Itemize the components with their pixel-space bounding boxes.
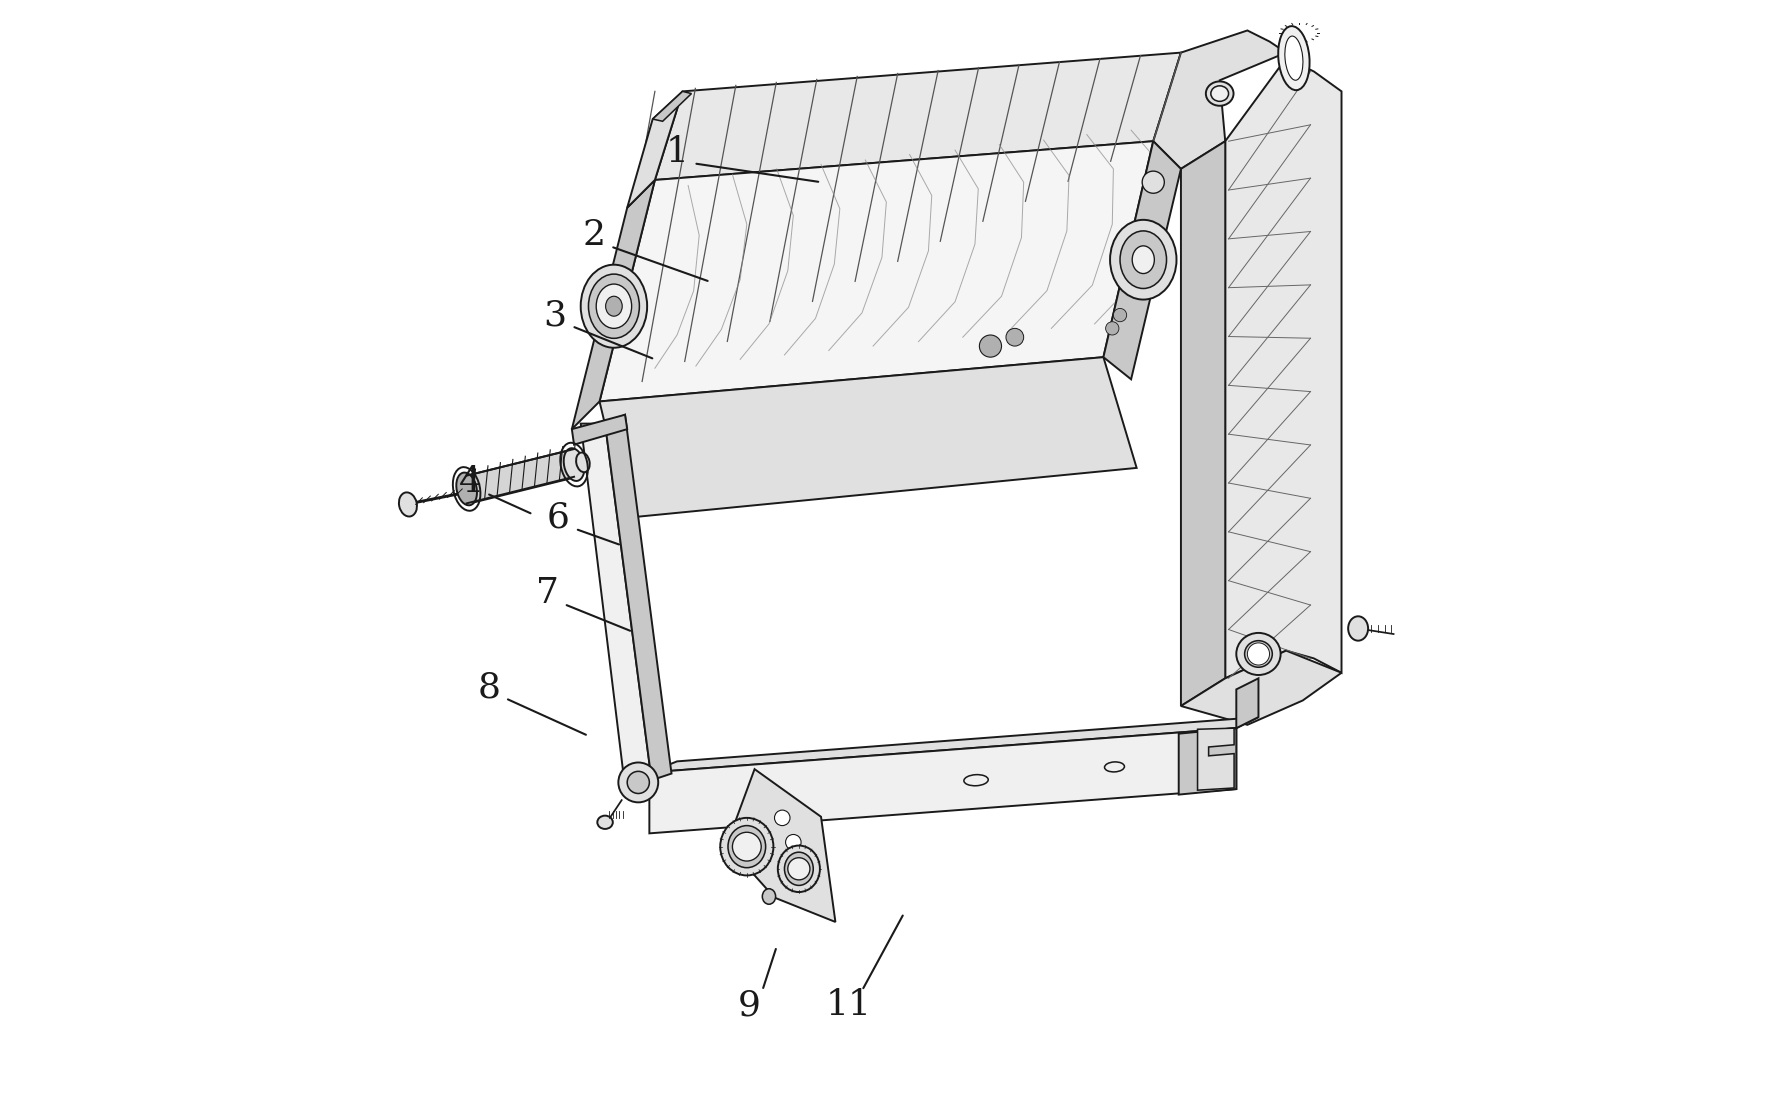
Text: 7: 7 bbox=[536, 577, 559, 610]
Ellipse shape bbox=[577, 453, 589, 472]
Ellipse shape bbox=[398, 492, 416, 516]
Circle shape bbox=[786, 835, 802, 850]
Polygon shape bbox=[572, 180, 655, 430]
Ellipse shape bbox=[455, 473, 477, 505]
Text: 1: 1 bbox=[666, 136, 689, 169]
Polygon shape bbox=[1225, 58, 1341, 678]
Polygon shape bbox=[572, 415, 627, 445]
Polygon shape bbox=[650, 717, 1259, 772]
Polygon shape bbox=[1198, 728, 1234, 790]
Ellipse shape bbox=[597, 284, 632, 328]
Ellipse shape bbox=[720, 818, 773, 876]
Ellipse shape bbox=[763, 889, 775, 904]
Polygon shape bbox=[1181, 141, 1225, 706]
Polygon shape bbox=[1236, 678, 1259, 728]
Circle shape bbox=[1006, 328, 1023, 346]
Ellipse shape bbox=[784, 853, 813, 886]
Polygon shape bbox=[1154, 30, 1286, 169]
Polygon shape bbox=[652, 91, 691, 121]
Circle shape bbox=[1113, 308, 1127, 322]
Text: 11: 11 bbox=[825, 988, 872, 1022]
Ellipse shape bbox=[1279, 26, 1309, 90]
Circle shape bbox=[1143, 171, 1164, 194]
Ellipse shape bbox=[1211, 86, 1229, 101]
Polygon shape bbox=[1104, 141, 1181, 380]
Text: 4: 4 bbox=[459, 465, 482, 500]
Text: 2: 2 bbox=[582, 218, 605, 253]
Circle shape bbox=[788, 858, 809, 880]
Ellipse shape bbox=[564, 449, 584, 481]
Circle shape bbox=[795, 857, 809, 873]
Circle shape bbox=[618, 762, 659, 802]
Ellipse shape bbox=[1120, 230, 1166, 288]
Text: 3: 3 bbox=[543, 298, 566, 332]
Ellipse shape bbox=[1206, 81, 1234, 106]
Polygon shape bbox=[1179, 728, 1236, 795]
Circle shape bbox=[775, 810, 789, 826]
Ellipse shape bbox=[588, 274, 639, 338]
Ellipse shape bbox=[729, 826, 766, 868]
Polygon shape bbox=[727, 769, 836, 922]
Ellipse shape bbox=[597, 816, 613, 829]
Ellipse shape bbox=[1284, 36, 1304, 80]
Circle shape bbox=[627, 771, 650, 794]
Ellipse shape bbox=[1245, 641, 1272, 668]
Polygon shape bbox=[600, 141, 1154, 402]
Ellipse shape bbox=[1132, 246, 1154, 274]
Polygon shape bbox=[600, 357, 1136, 518]
Ellipse shape bbox=[1236, 633, 1281, 674]
Polygon shape bbox=[650, 728, 1236, 834]
Circle shape bbox=[1106, 322, 1118, 335]
Circle shape bbox=[1247, 643, 1270, 666]
Polygon shape bbox=[605, 415, 672, 780]
Text: 9: 9 bbox=[738, 988, 761, 1022]
Ellipse shape bbox=[779, 846, 820, 892]
Polygon shape bbox=[580, 424, 652, 787]
Ellipse shape bbox=[1111, 220, 1177, 299]
Ellipse shape bbox=[625, 775, 652, 792]
Polygon shape bbox=[627, 91, 682, 208]
Circle shape bbox=[732, 833, 761, 861]
Text: 8: 8 bbox=[477, 670, 500, 705]
Text: 6: 6 bbox=[547, 501, 570, 534]
Polygon shape bbox=[1181, 651, 1341, 725]
Ellipse shape bbox=[605, 296, 622, 316]
Ellipse shape bbox=[580, 265, 647, 347]
Ellipse shape bbox=[1348, 617, 1368, 641]
Circle shape bbox=[979, 335, 1002, 357]
Polygon shape bbox=[655, 52, 1181, 180]
Polygon shape bbox=[466, 449, 577, 503]
